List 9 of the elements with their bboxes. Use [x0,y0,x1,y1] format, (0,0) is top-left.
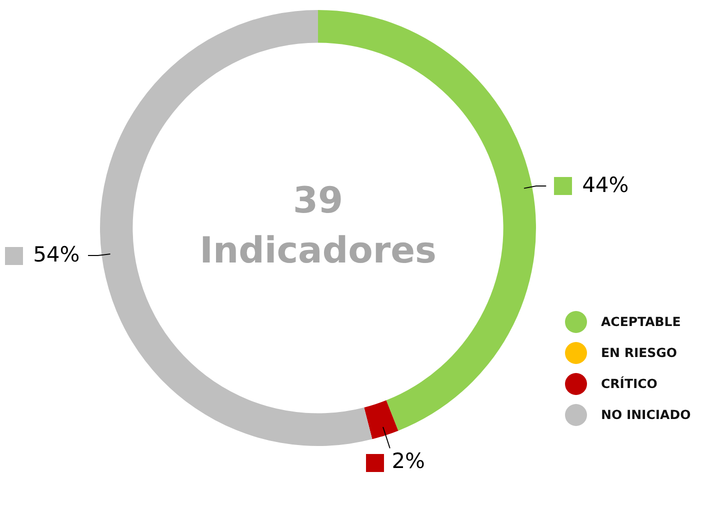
data-label: 2% [392,449,426,474]
data-label: 54% [33,242,80,266]
legend-label: NO INICIADO [601,407,691,422]
legend-label: CRÍTICO [601,376,658,391]
legend-label: ACEPTABLE [601,314,681,329]
text: Indicadores [200,230,436,272]
data-label: 44% [582,172,629,197]
text: 39 [292,180,344,222]
legend-label: EN RIESGO [601,345,678,360]
